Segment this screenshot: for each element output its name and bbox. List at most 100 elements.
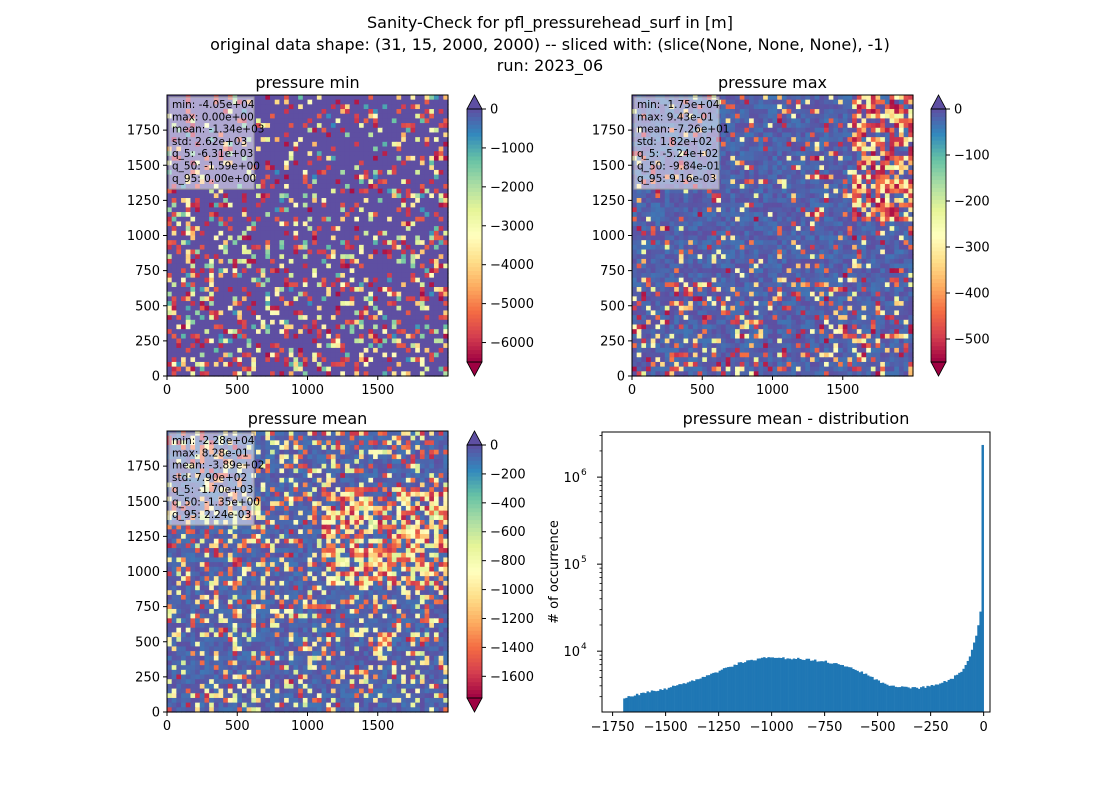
heatmap-cell (419, 137, 426, 143)
heatmap-cell (373, 361, 379, 368)
colorbar-segment (467, 109, 482, 114)
heatmap-cell (251, 277, 257, 283)
heatmap-cell (312, 249, 318, 255)
heatmap-cell (251, 188, 257, 194)
heatmap-cell (312, 183, 318, 190)
heatmap-cell (274, 240, 280, 246)
heatmap-cell (373, 221, 379, 227)
heatmap-cell (316, 287, 323, 293)
heatmap-cell (321, 109, 327, 115)
heatmap-cell (786, 109, 792, 115)
heatmap-cell (424, 127, 430, 134)
heatmap-cell (204, 338, 210, 344)
heatmap-cell (321, 230, 327, 237)
heatmap-cell (279, 338, 285, 344)
heatmap-cell (396, 324, 402, 330)
heatmap-cell (284, 123, 290, 129)
heatmap-cell (405, 183, 412, 190)
heatmap-cell (167, 282, 173, 288)
heatmap-cell (368, 137, 374, 143)
heatmap-cell (396, 151, 402, 157)
heatmap-cell (260, 160, 266, 166)
heatmap-cell (795, 137, 802, 143)
heatmap-cell (749, 151, 755, 157)
heatmap-cell (373, 291, 379, 297)
heatmap-cell (753, 95, 760, 101)
heatmap-cell (401, 179, 407, 185)
heatmap-cell (410, 104, 416, 110)
heatmap-cell (377, 333, 384, 340)
heatmap-cell (377, 291, 384, 297)
heatmap-cell (419, 301, 426, 307)
heatmap-cell (251, 282, 257, 288)
heatmap-cell (265, 132, 271, 138)
heatmap-cell (720, 155, 727, 162)
heatmap-cell (204, 202, 210, 208)
heatmap-cell (302, 371, 309, 377)
heatmap-cell (396, 268, 402, 274)
heatmap-cell (176, 202, 182, 208)
heatmap-cell (880, 165, 886, 171)
heatmap-cell (866, 155, 872, 162)
heatmap-cell (176, 291, 182, 297)
heatmap-cell (847, 165, 853, 171)
heatmap-cell (237, 301, 243, 307)
heatmap-cell (265, 183, 271, 190)
heatmap-cell (391, 212, 398, 218)
heatmap-cell (298, 249, 304, 255)
heatmap-cell (340, 151, 346, 157)
heatmap-cell (171, 268, 177, 274)
heatmap-cell (349, 202, 355, 208)
heatmap-cell (181, 277, 187, 283)
heatmap-cell (223, 333, 229, 340)
heatmap-cell (401, 315, 407, 321)
heatmap-cell (819, 155, 825, 162)
heatmap-cell (805, 169, 811, 176)
heatmap-cell (227, 310, 234, 316)
heatmap-cell (223, 212, 229, 218)
heatmap-cell (279, 287, 285, 293)
heatmap-cell (293, 263, 299, 269)
heatmap-cell (410, 347, 416, 354)
heatmap-cell (415, 230, 421, 237)
heatmap-cell (419, 146, 426, 152)
heatmap-cell (424, 141, 430, 148)
heatmap-cell (410, 183, 416, 190)
heatmap-cell (720, 95, 727, 101)
heatmap-cell (195, 361, 201, 368)
heatmap-cell (265, 343, 271, 349)
heatmap-cell (316, 123, 323, 129)
heatmap-cell (781, 146, 788, 152)
heatmap-cell (767, 109, 774, 115)
heatmap-cell (359, 338, 365, 344)
heatmap-cell (223, 268, 229, 274)
heatmap-cell (749, 99, 755, 105)
heatmap-cell (870, 174, 877, 180)
heatmap-cell (433, 183, 440, 190)
heatmap-cell (251, 240, 257, 246)
heatmap-cell (387, 174, 393, 180)
heatmap-cell (279, 216, 285, 223)
heatmap-cell (213, 244, 220, 251)
heatmap-cell (387, 319, 393, 326)
heatmap-cell (260, 155, 266, 162)
heatmap-cell (340, 333, 346, 340)
heatmap-cell (401, 221, 407, 227)
heatmap-cell (298, 347, 304, 354)
heatmap-cell (391, 160, 398, 166)
heatmap-cell (274, 333, 280, 340)
heatmap-cell (302, 104, 309, 110)
heatmap-cell (894, 151, 900, 157)
heatmap-cell (326, 352, 332, 358)
heatmap-cell (312, 179, 318, 185)
heatmap-cell (190, 216, 196, 223)
heatmap-cell (344, 371, 351, 377)
heatmap-cell (749, 118, 755, 124)
heatmap-cell (284, 343, 290, 349)
heatmap-cell (335, 183, 341, 190)
heatmap-cell (401, 287, 407, 293)
heatmap-cell (185, 207, 192, 213)
heatmap-cell (213, 221, 220, 227)
heatmap-cell (260, 291, 266, 297)
heatmap-cell (373, 174, 379, 180)
